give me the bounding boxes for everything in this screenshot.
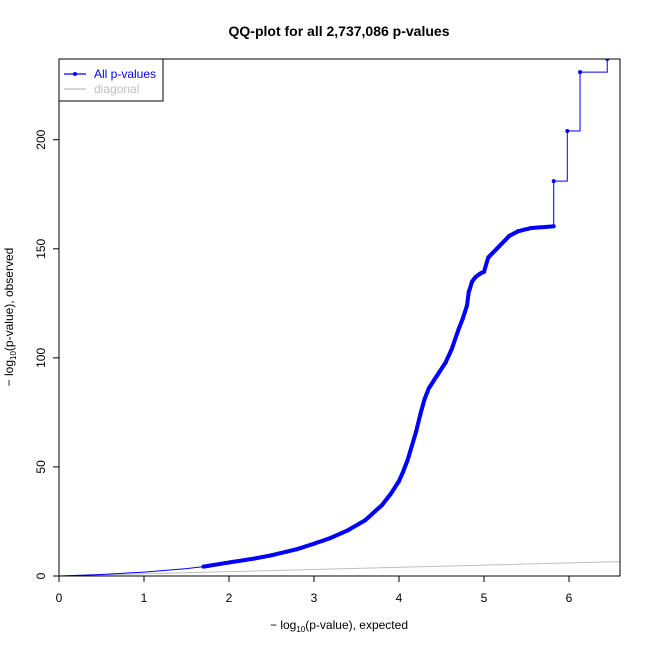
legend: All p-values diagonal	[58, 58, 164, 102]
pvalue-outlier-point-2	[578, 70, 583, 75]
x-tick-label-3: 3	[311, 591, 318, 605]
y-tick-label-200: 200	[34, 129, 48, 149]
x-tick-label-2: 2	[226, 591, 233, 605]
plot-frame	[58, 58, 621, 577]
y-axis-label-prefix: − log	[2, 360, 16, 386]
pvalues-step-line	[553, 59, 608, 227]
x-tick-label-1: 1	[141, 591, 148, 605]
axes: 0 1 2 3 4 5 6 0 50 100 150 200	[34, 129, 573, 605]
x-axis-label-sub: 10	[296, 625, 305, 634]
y-tick-label-150: 150	[34, 238, 48, 258]
y-tick-label-50: 50	[34, 460, 48, 474]
legend-marker-all-pvalues	[73, 72, 77, 76]
x-tick-label-4: 4	[396, 591, 403, 605]
legend-box	[58, 58, 164, 102]
legend-label-diagonal: diagonal	[94, 82, 139, 96]
x-tick-label-5: 5	[481, 591, 488, 605]
x-axis-label-suffix: (p-value), expected	[305, 618, 408, 632]
legend-label-all-pvalues: All p-values	[94, 67, 156, 81]
plot-area	[59, 59, 620, 576]
x-axis-label: − log10(p-value), expected	[270, 618, 408, 634]
y-axis-label-sub: 10	[9, 351, 18, 360]
chart-title: QQ-plot for all 2,737,086 p-values	[229, 23, 450, 39]
diagonal-line	[59, 561, 620, 576]
x-axis-label-prefix: − log	[270, 618, 296, 632]
pvalues-points	[201, 224, 556, 569]
x-tick-label-0: 0	[56, 591, 63, 605]
y-tick-label-100: 100	[34, 348, 48, 368]
y-axis-label: − log10(p-value), observed	[2, 248, 18, 387]
pvalues-line	[59, 225, 554, 576]
y-tick-label-0: 0	[34, 572, 48, 579]
pvalue-outlier-point-0	[551, 179, 556, 184]
y-axis-label-suffix: (p-value), observed	[2, 248, 16, 351]
x-tick-label-6: 6	[566, 591, 573, 605]
series-group	[59, 59, 620, 576]
pvalue-outlier-point-1	[565, 128, 570, 133]
